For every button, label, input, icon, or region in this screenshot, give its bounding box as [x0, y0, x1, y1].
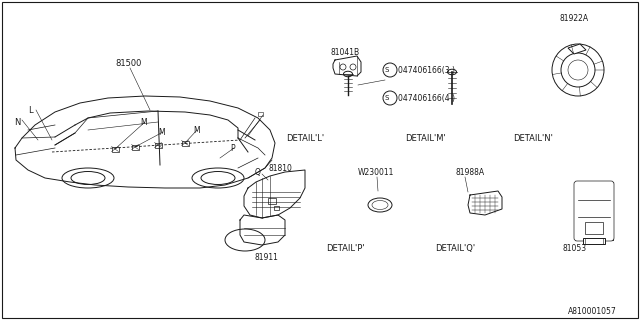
- Ellipse shape: [201, 172, 235, 185]
- Text: 81810: 81810: [268, 164, 292, 172]
- Text: W230011: W230011: [358, 167, 394, 177]
- Circle shape: [561, 53, 595, 87]
- Bar: [585, 222, 603, 234]
- Ellipse shape: [71, 172, 105, 185]
- Bar: [182, 140, 189, 146]
- Ellipse shape: [447, 69, 456, 75]
- Bar: [131, 145, 138, 149]
- Text: S: S: [385, 95, 389, 101]
- Text: DETAIL'M': DETAIL'M': [404, 133, 445, 142]
- Bar: [575, 182, 613, 240]
- Text: 81041B: 81041B: [330, 47, 359, 57]
- Circle shape: [383, 63, 397, 77]
- Circle shape: [350, 64, 356, 70]
- Bar: [583, 238, 605, 244]
- Circle shape: [568, 60, 588, 80]
- Polygon shape: [568, 44, 586, 54]
- Ellipse shape: [225, 229, 265, 251]
- FancyBboxPatch shape: [574, 181, 614, 241]
- Text: DETAIL'Q': DETAIL'Q': [435, 244, 475, 252]
- Ellipse shape: [62, 168, 114, 188]
- Text: 81911: 81911: [254, 253, 278, 262]
- Text: DETAIL'L': DETAIL'L': [286, 133, 324, 142]
- Text: M: M: [193, 125, 200, 134]
- Ellipse shape: [372, 201, 388, 210]
- Text: A810001057: A810001057: [568, 308, 617, 316]
- Ellipse shape: [368, 198, 392, 212]
- Text: 81053: 81053: [563, 244, 587, 252]
- Text: P: P: [230, 143, 235, 153]
- Text: L: L: [28, 106, 33, 115]
- Bar: [268, 198, 276, 204]
- Bar: [274, 206, 279, 210]
- Ellipse shape: [344, 71, 353, 77]
- Text: 81988A: 81988A: [455, 167, 484, 177]
- Text: 81500: 81500: [115, 59, 141, 68]
- Text: DETAIL'N': DETAIL'N': [513, 133, 553, 142]
- Text: M: M: [158, 127, 164, 137]
- Text: N: N: [14, 117, 20, 126]
- Circle shape: [552, 44, 604, 96]
- Text: Q: Q: [255, 167, 261, 177]
- Circle shape: [340, 64, 346, 70]
- Text: M: M: [140, 117, 147, 126]
- Text: 047406166(3 ): 047406166(3 ): [398, 66, 455, 75]
- Circle shape: [383, 91, 397, 105]
- Bar: [111, 147, 118, 151]
- Text: DETAIL'P': DETAIL'P': [326, 244, 364, 252]
- Text: S: S: [385, 67, 389, 73]
- Bar: [154, 142, 161, 148]
- Bar: [258, 112, 263, 116]
- Text: 047406166(4 ): 047406166(4 ): [398, 93, 455, 102]
- Ellipse shape: [192, 168, 244, 188]
- Text: 81922A: 81922A: [560, 13, 589, 22]
